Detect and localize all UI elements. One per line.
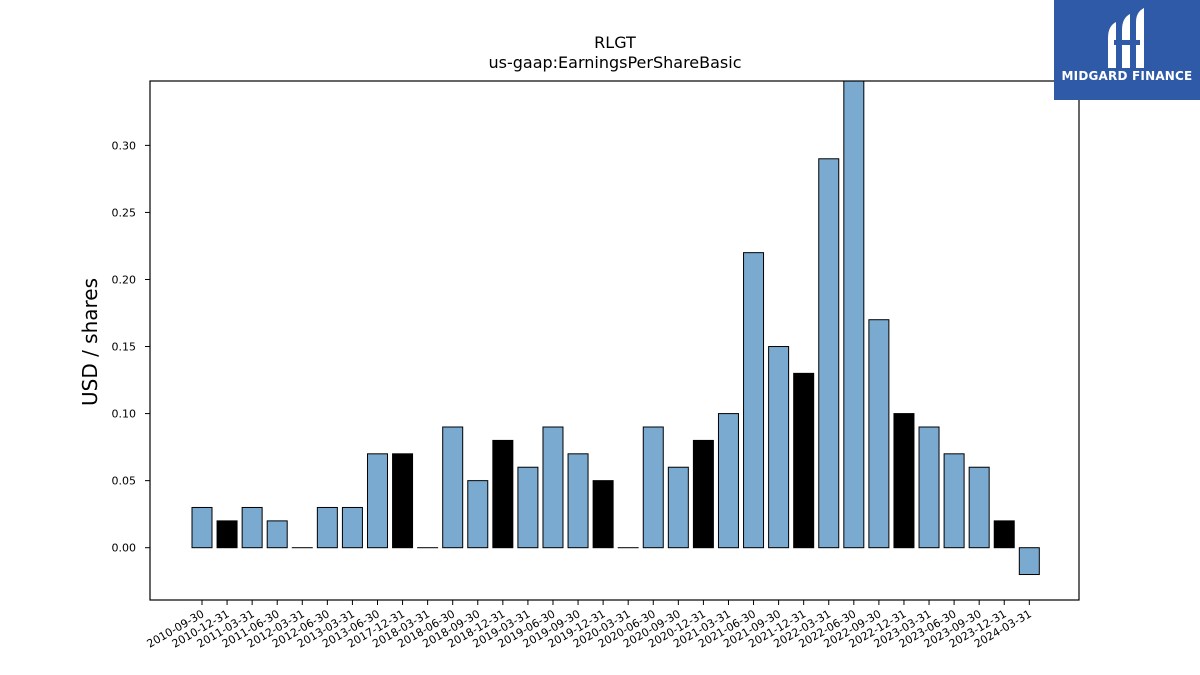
y-tick-label: 0.20 <box>112 273 137 286</box>
y-tick-label: 0.10 <box>112 408 137 421</box>
bar-2012-06-30 <box>316 506 338 549</box>
logo-text: MIDGARD FINANCE <box>1061 69 1193 83</box>
plot-frame <box>149 80 1080 601</box>
bar-2019-06-30 <box>542 426 564 549</box>
y-tick-label: 0.05 <box>112 475 137 488</box>
y-axis: 0.00 0.05 0.10 0.15 0.20 0.25 0.30 <box>112 139 150 555</box>
bar-2020-06-30 <box>642 426 664 549</box>
bar-2020-09-30 <box>667 466 689 549</box>
bar-2021-09-30 <box>768 346 790 549</box>
x-axis: 2010-09-302010-12-312011-03-312011-06-30… <box>145 600 1034 651</box>
bar-2022-09-30 <box>868 319 890 549</box>
bar-2019-12-31 <box>592 480 614 549</box>
chart-title: RLGT <box>594 33 636 52</box>
bar-2013-03-31 <box>341 506 363 549</box>
bar-2021-06-30 <box>743 252 765 549</box>
bar-2024-03-31 <box>1018 547 1040 576</box>
chart-subtitle: us-gaap:EarningsPerShareBasic <box>488 53 741 72</box>
bar-2018-06-30 <box>442 426 464 549</box>
bar-2023-09-30 <box>968 466 990 549</box>
bar-2013-06-30 <box>366 453 388 549</box>
bar-2018-09-30 <box>467 480 489 549</box>
y-tick-label: 0.25 <box>112 206 137 219</box>
bar-2019-03-31 <box>517 466 539 549</box>
bar-2023-03-31 <box>918 426 940 549</box>
bar-2022-06-30 <box>843 80 865 549</box>
bar-2021-12-31 <box>793 372 815 549</box>
bar-2017-12-31 <box>392 453 414 549</box>
brand-logo: MIDGARD FINANCE <box>1054 0 1200 100</box>
bar-2022-12-31 <box>893 413 915 549</box>
midgard-logo-icon <box>1108 8 1144 68</box>
y-tick-label: 0.15 <box>112 341 137 354</box>
bar-2022-03-31 <box>818 158 840 549</box>
bar-2021-03-31 <box>717 413 739 549</box>
bar-2011-06-30 <box>266 520 288 549</box>
bar-2023-12-31 <box>993 520 1015 549</box>
y-axis-label: USD / shares <box>78 278 102 406</box>
bars-group <box>191 80 1040 576</box>
bar-2010-12-31 <box>216 520 238 549</box>
bar-2018-12-31 <box>492 439 514 549</box>
bar-2023-06-30 <box>943 453 965 549</box>
bar-2010-09-30 <box>191 506 213 549</box>
bar-2019-09-30 <box>567 453 589 549</box>
bar-2011-03-31 <box>241 506 263 549</box>
bar-2020-12-31 <box>692 439 714 549</box>
y-tick-label: 0.00 <box>112 542 137 555</box>
y-tick-label: 0.30 <box>112 139 137 152</box>
